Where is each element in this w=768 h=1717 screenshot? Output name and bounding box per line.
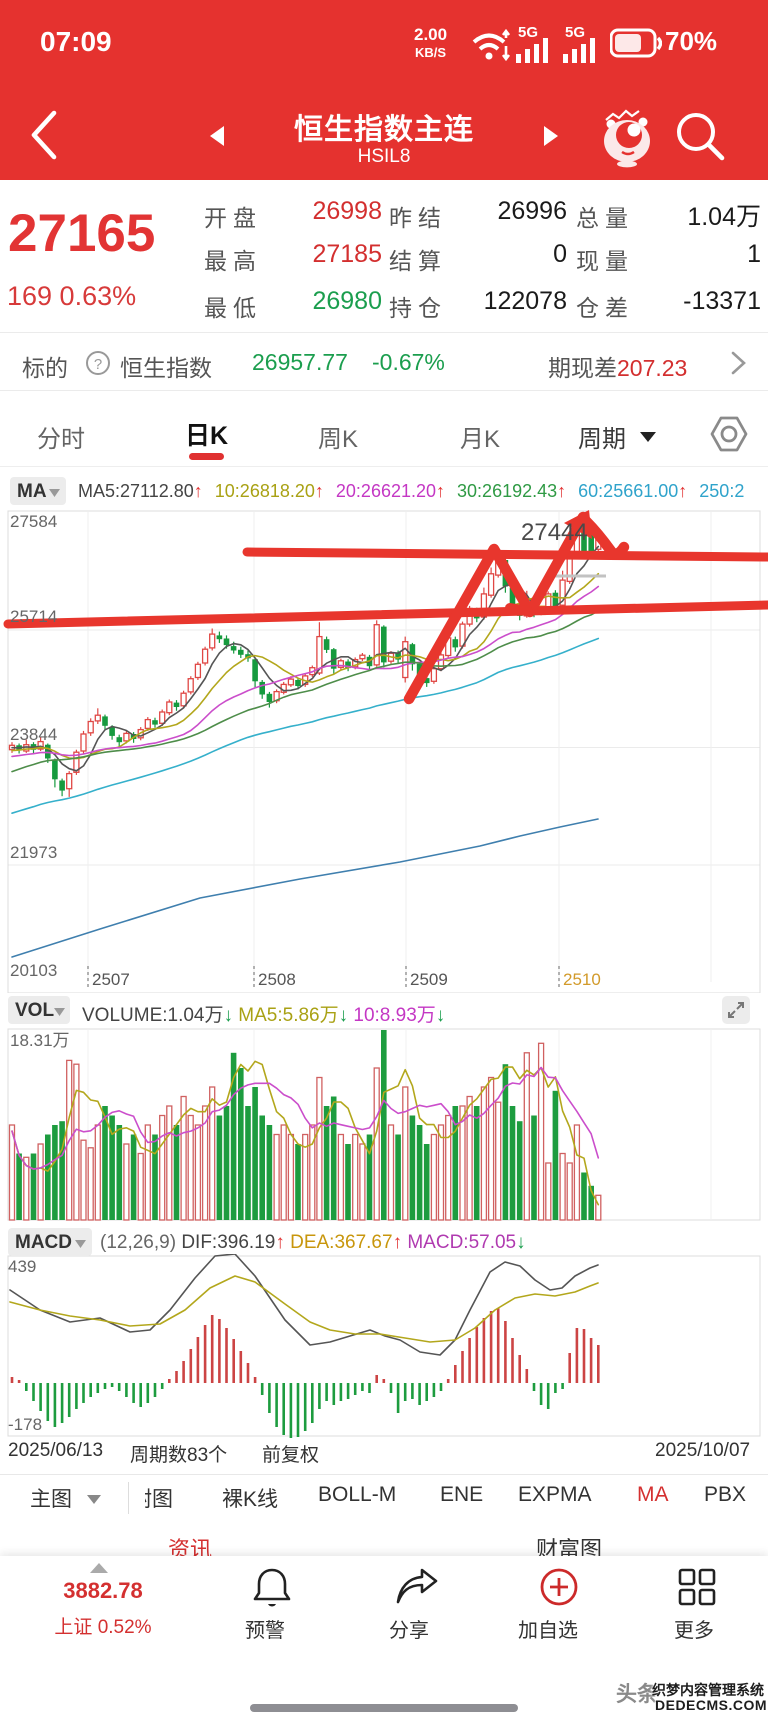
svg-text:18.31万: 18.31万 bbox=[10, 1031, 70, 1050]
svg-text:25714: 25714 bbox=[10, 607, 57, 626]
svg-text:2508: 2508 bbox=[258, 970, 296, 989]
svg-text:27584: 27584 bbox=[10, 512, 57, 531]
svg-text:2507: 2507 bbox=[92, 970, 130, 989]
svg-text:?: ? bbox=[94, 356, 102, 373]
svg-text:27444: 27444 bbox=[521, 519, 588, 546]
svg-text:-178: -178 bbox=[8, 1415, 42, 1434]
svg-text:439: 439 bbox=[8, 1257, 36, 1276]
svg-text:21973: 21973 bbox=[10, 843, 57, 862]
svg-text:2510: 2510 bbox=[563, 970, 601, 989]
svg-text:23844: 23844 bbox=[10, 725, 57, 744]
svg-text:2509: 2509 bbox=[410, 970, 448, 989]
svg-text:20103: 20103 bbox=[10, 961, 57, 980]
